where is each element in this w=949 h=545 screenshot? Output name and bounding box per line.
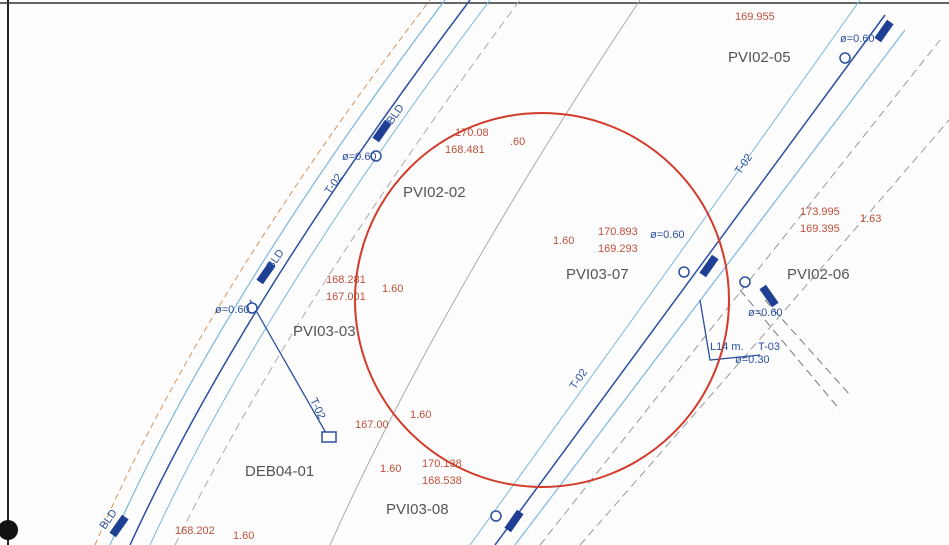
elev-depth: 1.63 bbox=[860, 213, 881, 225]
elev-depth: 1.60 bbox=[233, 530, 254, 542]
elev-top: 169.955 bbox=[735, 11, 775, 23]
elev-bottom: 169.395 bbox=[800, 223, 840, 235]
elev-depth: 1.60 bbox=[410, 409, 431, 421]
road-line bbox=[109, 0, 446, 545]
elev-top: 170.893 bbox=[598, 226, 638, 238]
node-label: DEB04-01 bbox=[245, 463, 314, 480]
grate bbox=[874, 19, 894, 43]
grate bbox=[256, 261, 276, 285]
road-line bbox=[469, 0, 861, 545]
branch bbox=[739, 289, 851, 411]
node-labels: PVI02-05 PVI02-02 PVI03-03 DEB04-01 PVI0… bbox=[245, 49, 850, 518]
node-label: PVI02-02 bbox=[403, 184, 466, 201]
road-edge bbox=[539, 39, 941, 545]
elev-bottom: 168.538 bbox=[422, 475, 462, 487]
elev-bottom: 169.293 bbox=[598, 243, 638, 255]
corner-mark bbox=[0, 520, 18, 540]
elev-top: 173.995 bbox=[800, 206, 840, 218]
elev-depth: .60 bbox=[510, 136, 525, 148]
road-edge bbox=[94, 0, 431, 545]
elev-top: 168.281 bbox=[326, 274, 366, 286]
pipe bbox=[699, 299, 761, 361]
manhole bbox=[839, 52, 851, 64]
diameter-label: ø=0.60 bbox=[342, 151, 377, 163]
manhole bbox=[370, 150, 382, 162]
road-line bbox=[149, 0, 491, 545]
diameter-label: ø=0.60 bbox=[840, 33, 875, 45]
elev-depth: 1.60 bbox=[553, 235, 574, 247]
road-edge bbox=[579, 119, 949, 545]
grate bbox=[109, 514, 129, 538]
elev-bottom: 168.481 bbox=[445, 144, 485, 156]
right-road bbox=[249, 0, 949, 545]
manhole bbox=[490, 510, 502, 522]
grate bbox=[699, 254, 719, 278]
diameter-label: ø=0.60 bbox=[650, 229, 685, 241]
grate bbox=[504, 509, 524, 533]
highlight-circle bbox=[354, 112, 730, 488]
grate bbox=[759, 284, 779, 308]
road-line bbox=[514, 29, 906, 545]
manholes bbox=[246, 52, 851, 522]
node-label: PVI02-05 bbox=[728, 49, 791, 66]
diameter-label: ø=0.30 bbox=[735, 354, 770, 366]
length-label: L14 m. bbox=[710, 341, 744, 353]
elevations: 170.08 168.481 .60 168.281 167.001 1.60 … bbox=[175, 11, 881, 542]
elev-top: 170.138 bbox=[422, 458, 462, 470]
elev-depth: 1.60 bbox=[380, 463, 401, 475]
node-label: PVI02-06 bbox=[787, 266, 850, 283]
manhole bbox=[739, 276, 751, 288]
node-label: PVI03-03 bbox=[293, 323, 356, 340]
node-label: PVI03-07 bbox=[566, 266, 629, 283]
diameter-label: ø=0.60 bbox=[215, 304, 250, 316]
pipe bbox=[129, 0, 471, 545]
elev-depth: 1.60 bbox=[382, 283, 403, 295]
elev-bottom: 167.001 bbox=[326, 291, 366, 303]
pipe bbox=[494, 14, 886, 545]
node-label: PVI03-08 bbox=[386, 501, 449, 518]
elev-top: 168.202 bbox=[175, 525, 215, 537]
contour bbox=[174, 0, 521, 545]
grates bbox=[109, 19, 894, 538]
elev-top: 170.08 bbox=[455, 127, 489, 139]
pipe bbox=[249, 299, 331, 441]
diameter-label: ø=0.60 bbox=[748, 307, 783, 319]
pipe-label: T-03 bbox=[758, 341, 780, 353]
manhole bbox=[246, 302, 258, 314]
elev-top: 167.00 bbox=[355, 419, 389, 431]
manhole bbox=[678, 266, 690, 278]
inlet bbox=[321, 431, 337, 443]
left-road bbox=[94, 0, 641, 545]
contour bbox=[329, 0, 641, 545]
grate bbox=[372, 119, 392, 143]
